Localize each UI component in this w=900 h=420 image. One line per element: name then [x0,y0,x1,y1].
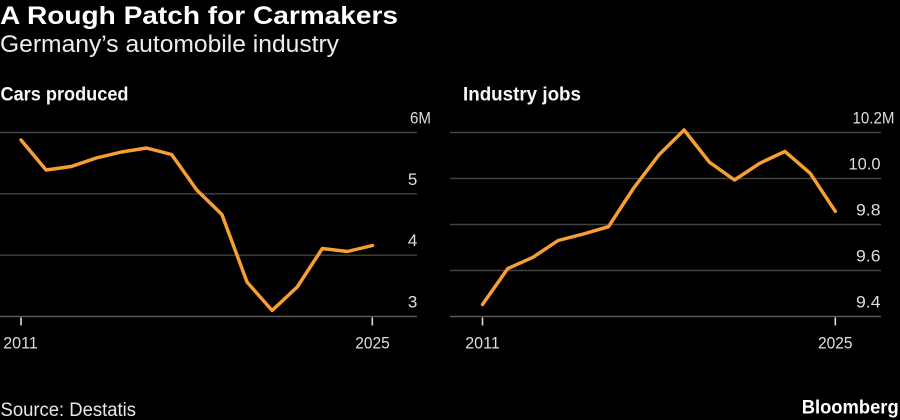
svg-text:5: 5 [408,170,417,189]
svg-text:10.2M: 10.2M [853,109,895,128]
svg-text:Source: Destatis: Source: Destatis [1,400,137,420]
svg-text:2011: 2011 [465,334,500,353]
svg-text:Germany’s automobile industry: Germany’s automobile industry [0,31,339,58]
svg-text:10.0: 10.0 [849,155,881,174]
svg-text:9.6: 9.6 [856,247,881,266]
svg-text:4: 4 [408,231,417,250]
svg-text:A Rough Patch for Carmakers: A Rough Patch for Carmakers [0,2,398,30]
svg-text:3: 3 [408,293,417,312]
svg-text:Industry jobs: Industry jobs [463,84,581,105]
svg-text:9.8: 9.8 [856,201,881,220]
svg-text:9.4: 9.4 [856,293,881,312]
svg-text:2025: 2025 [355,334,390,353]
svg-text:6M: 6M [410,109,431,128]
svg-text:Cars produced: Cars produced [1,84,129,105]
svg-text:2025: 2025 [818,334,853,353]
svg-text:2011: 2011 [3,334,38,353]
svg-text:Bloomberg: Bloomberg [802,397,899,418]
